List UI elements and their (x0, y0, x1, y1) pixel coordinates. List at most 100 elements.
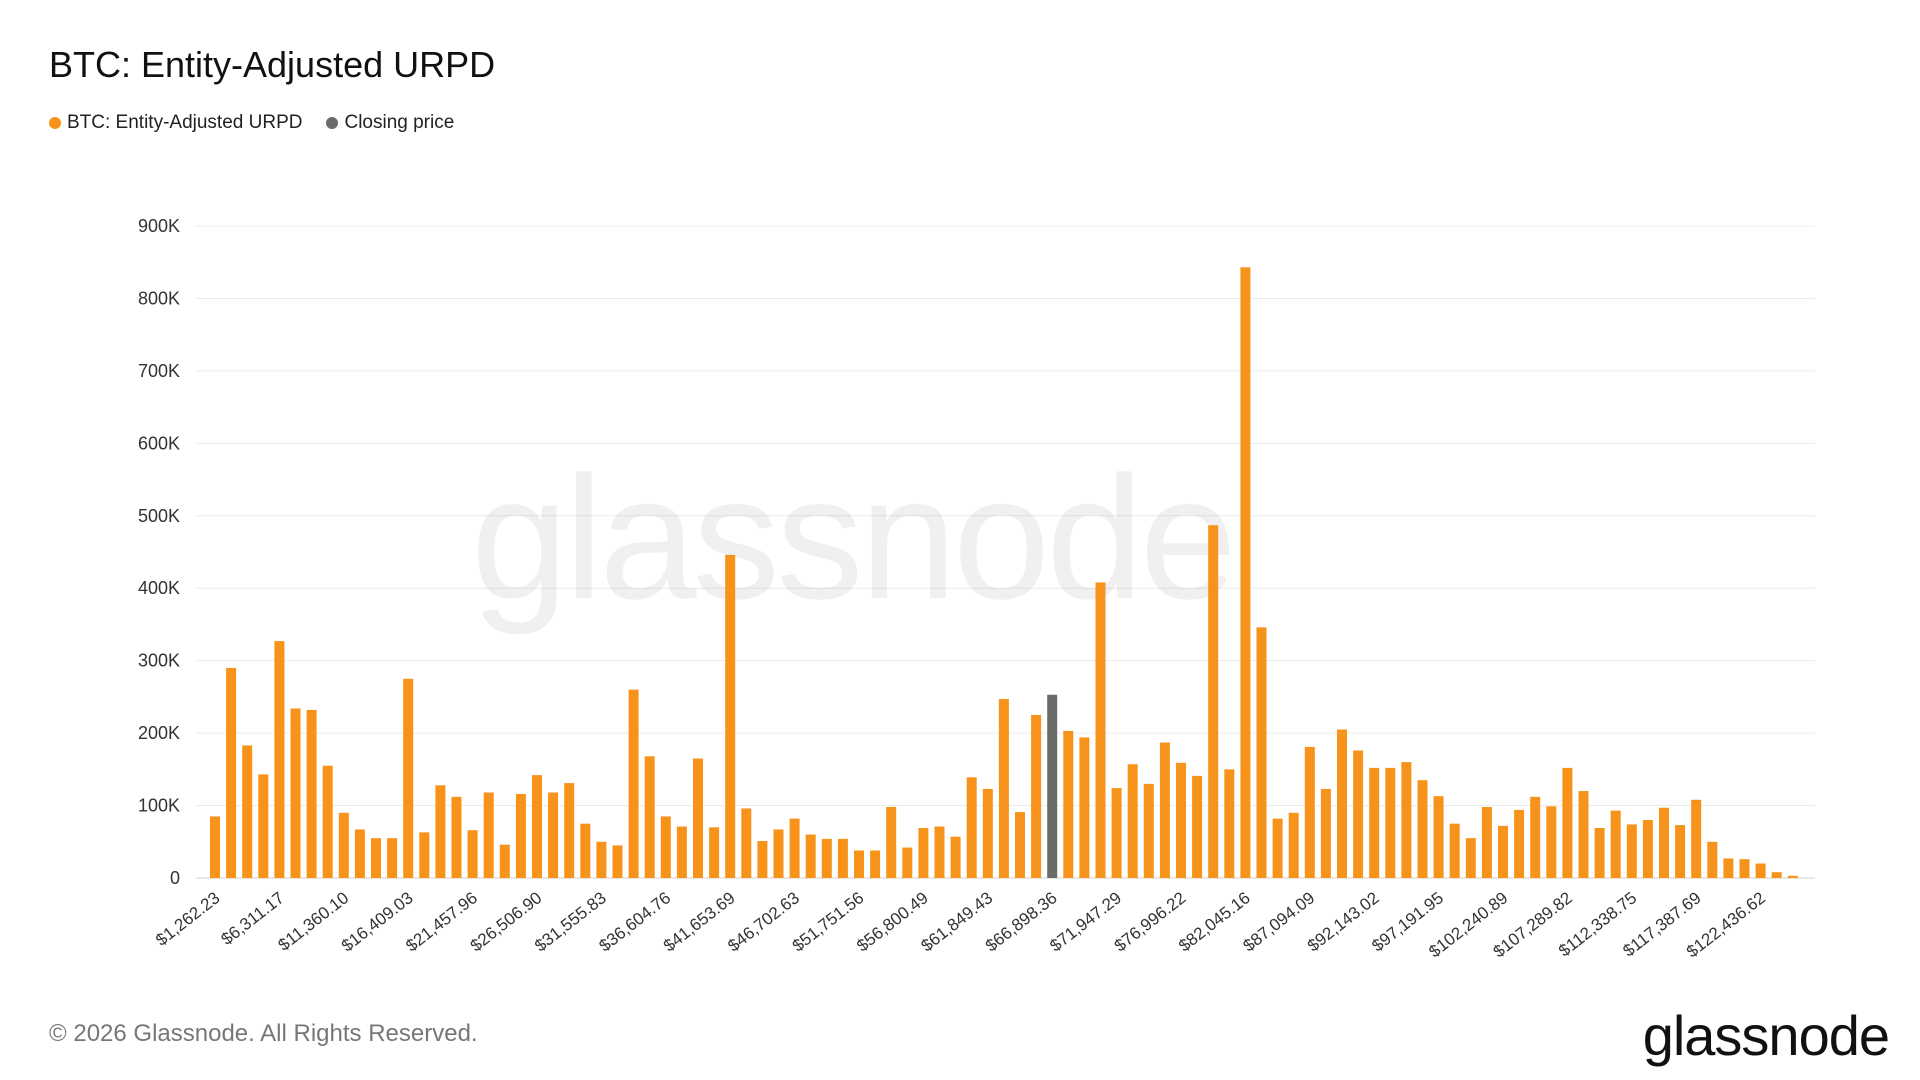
urpd-bar[interactable] (773, 829, 784, 878)
urpd-bar[interactable] (1465, 838, 1476, 878)
urpd-bar[interactable] (1240, 267, 1251, 878)
urpd-bar[interactable] (821, 838, 832, 878)
urpd-bar[interactable] (1208, 525, 1219, 878)
urpd-bar[interactable] (1562, 767, 1573, 878)
urpd-bar[interactable] (1063, 730, 1074, 878)
urpd-bar[interactable] (1176, 762, 1186, 878)
urpd-bar[interactable] (1787, 875, 1798, 878)
urpd-bar[interactable] (837, 838, 848, 878)
urpd-bar[interactable] (1755, 863, 1766, 878)
urpd-bar[interactable] (1707, 841, 1718, 878)
urpd-bar[interactable] (580, 823, 591, 878)
urpd-bar[interactable] (918, 828, 929, 878)
urpd-bar[interactable] (564, 783, 575, 878)
urpd-bar[interactable] (1449, 823, 1460, 878)
urpd-bar[interactable] (435, 785, 446, 878)
urpd-bar[interactable] (628, 689, 639, 878)
urpd-bar[interactable] (483, 792, 494, 878)
urpd-bar[interactable] (1320, 788, 1331, 878)
urpd-bar[interactable] (1304, 746, 1315, 878)
urpd-bar[interactable] (290, 708, 301, 878)
urpd-bar[interactable] (1401, 762, 1412, 878)
urpd-bar[interactable] (886, 807, 897, 878)
urpd-bar[interactable] (1369, 767, 1380, 878)
urpd-bar[interactable] (1417, 780, 1428, 878)
urpd-bar[interactable] (1675, 825, 1686, 878)
urpd-bar[interactable] (306, 709, 317, 878)
urpd-bar[interactable] (1385, 767, 1396, 878)
urpd-bar[interactable] (1353, 750, 1364, 879)
closing-price-bar[interactable] (1047, 694, 1058, 878)
urpd-bar[interactable] (242, 745, 253, 878)
urpd-bar[interactable] (870, 850, 881, 878)
urpd-bar[interactable] (322, 765, 333, 878)
urpd-bar[interactable] (258, 774, 269, 878)
urpd-bar[interactable] (725, 554, 736, 878)
urpd-bar[interactable] (1659, 807, 1669, 878)
urpd-bar[interactable] (1546, 806, 1557, 878)
urpd-bar[interactable] (548, 792, 559, 878)
urpd-bar[interactable] (1481, 807, 1492, 878)
urpd-bar[interactable] (1256, 627, 1267, 878)
urpd-bar[interactable] (1143, 783, 1154, 878)
urpd-bar[interactable] (741, 808, 752, 878)
urpd-bar[interactable] (499, 844, 510, 878)
urpd-bar[interactable] (950, 836, 961, 878)
urpd-bar[interactable] (789, 818, 800, 878)
urpd-bar[interactable] (354, 829, 365, 878)
urpd-bar[interactable] (1159, 742, 1170, 878)
urpd-bar[interactable] (966, 777, 977, 878)
urpd-bar[interactable] (1272, 818, 1283, 878)
urpd-bar[interactable] (1626, 824, 1637, 878)
urpd-bar[interactable] (1111, 788, 1122, 878)
urpd-bar[interactable] (1739, 859, 1750, 878)
urpd-bar[interactable] (1095, 582, 1106, 878)
urpd-bar[interactable] (532, 775, 542, 878)
urpd-bar[interactable] (1127, 764, 1138, 878)
urpd-bar[interactable] (1288, 812, 1299, 878)
urpd-bar[interactable] (1642, 820, 1653, 878)
urpd-bar[interactable] (676, 826, 687, 878)
urpd-bar[interactable] (709, 827, 720, 878)
legend-item-urpd[interactable]: BTC: Entity-Adjusted URPD (49, 112, 302, 134)
urpd-bar[interactable] (1578, 791, 1589, 878)
urpd-bar[interactable] (1514, 809, 1525, 878)
urpd-bar[interactable] (451, 796, 462, 878)
urpd-bar[interactable] (1691, 799, 1702, 878)
urpd-bar[interactable] (467, 830, 478, 878)
urpd-bar[interactable] (210, 816, 220, 878)
urpd-bar[interactable] (1723, 858, 1734, 878)
urpd-bar[interactable] (1610, 810, 1621, 878)
urpd-bar[interactable] (403, 678, 414, 878)
urpd-bar[interactable] (338, 812, 349, 878)
urpd-bar[interactable] (1771, 872, 1782, 878)
urpd-bar[interactable] (660, 816, 671, 878)
urpd-bar[interactable] (998, 699, 1009, 878)
urpd-bar[interactable] (934, 826, 945, 878)
urpd-bar[interactable] (419, 832, 430, 878)
urpd-bar[interactable] (387, 838, 398, 878)
urpd-bar[interactable] (1498, 825, 1508, 878)
urpd-bar[interactable] (854, 850, 864, 878)
urpd-bar[interactable] (757, 841, 768, 878)
urpd-bar[interactable] (371, 838, 381, 878)
urpd-bar[interactable] (226, 667, 237, 878)
urpd-bar[interactable] (596, 841, 607, 878)
urpd-bar[interactable] (274, 641, 285, 878)
urpd-bar[interactable] (1192, 775, 1203, 878)
urpd-bar[interactable] (693, 758, 703, 878)
urpd-bar[interactable] (1015, 812, 1025, 878)
urpd-bar[interactable] (1530, 796, 1541, 878)
urpd-bar[interactable] (515, 793, 526, 878)
urpd-bar[interactable] (1337, 729, 1347, 878)
urpd-bar[interactable] (1079, 737, 1090, 878)
urpd-bar[interactable] (902, 847, 913, 878)
urpd-bar[interactable] (612, 845, 623, 878)
urpd-bar[interactable] (1031, 715, 1042, 878)
urpd-bar[interactable] (1594, 828, 1605, 878)
urpd-bar[interactable] (982, 788, 993, 878)
urpd-bar[interactable] (805, 834, 816, 878)
urpd-bar[interactable] (1224, 769, 1235, 878)
urpd-bar[interactable] (644, 756, 655, 878)
urpd-bar[interactable] (1433, 796, 1444, 878)
